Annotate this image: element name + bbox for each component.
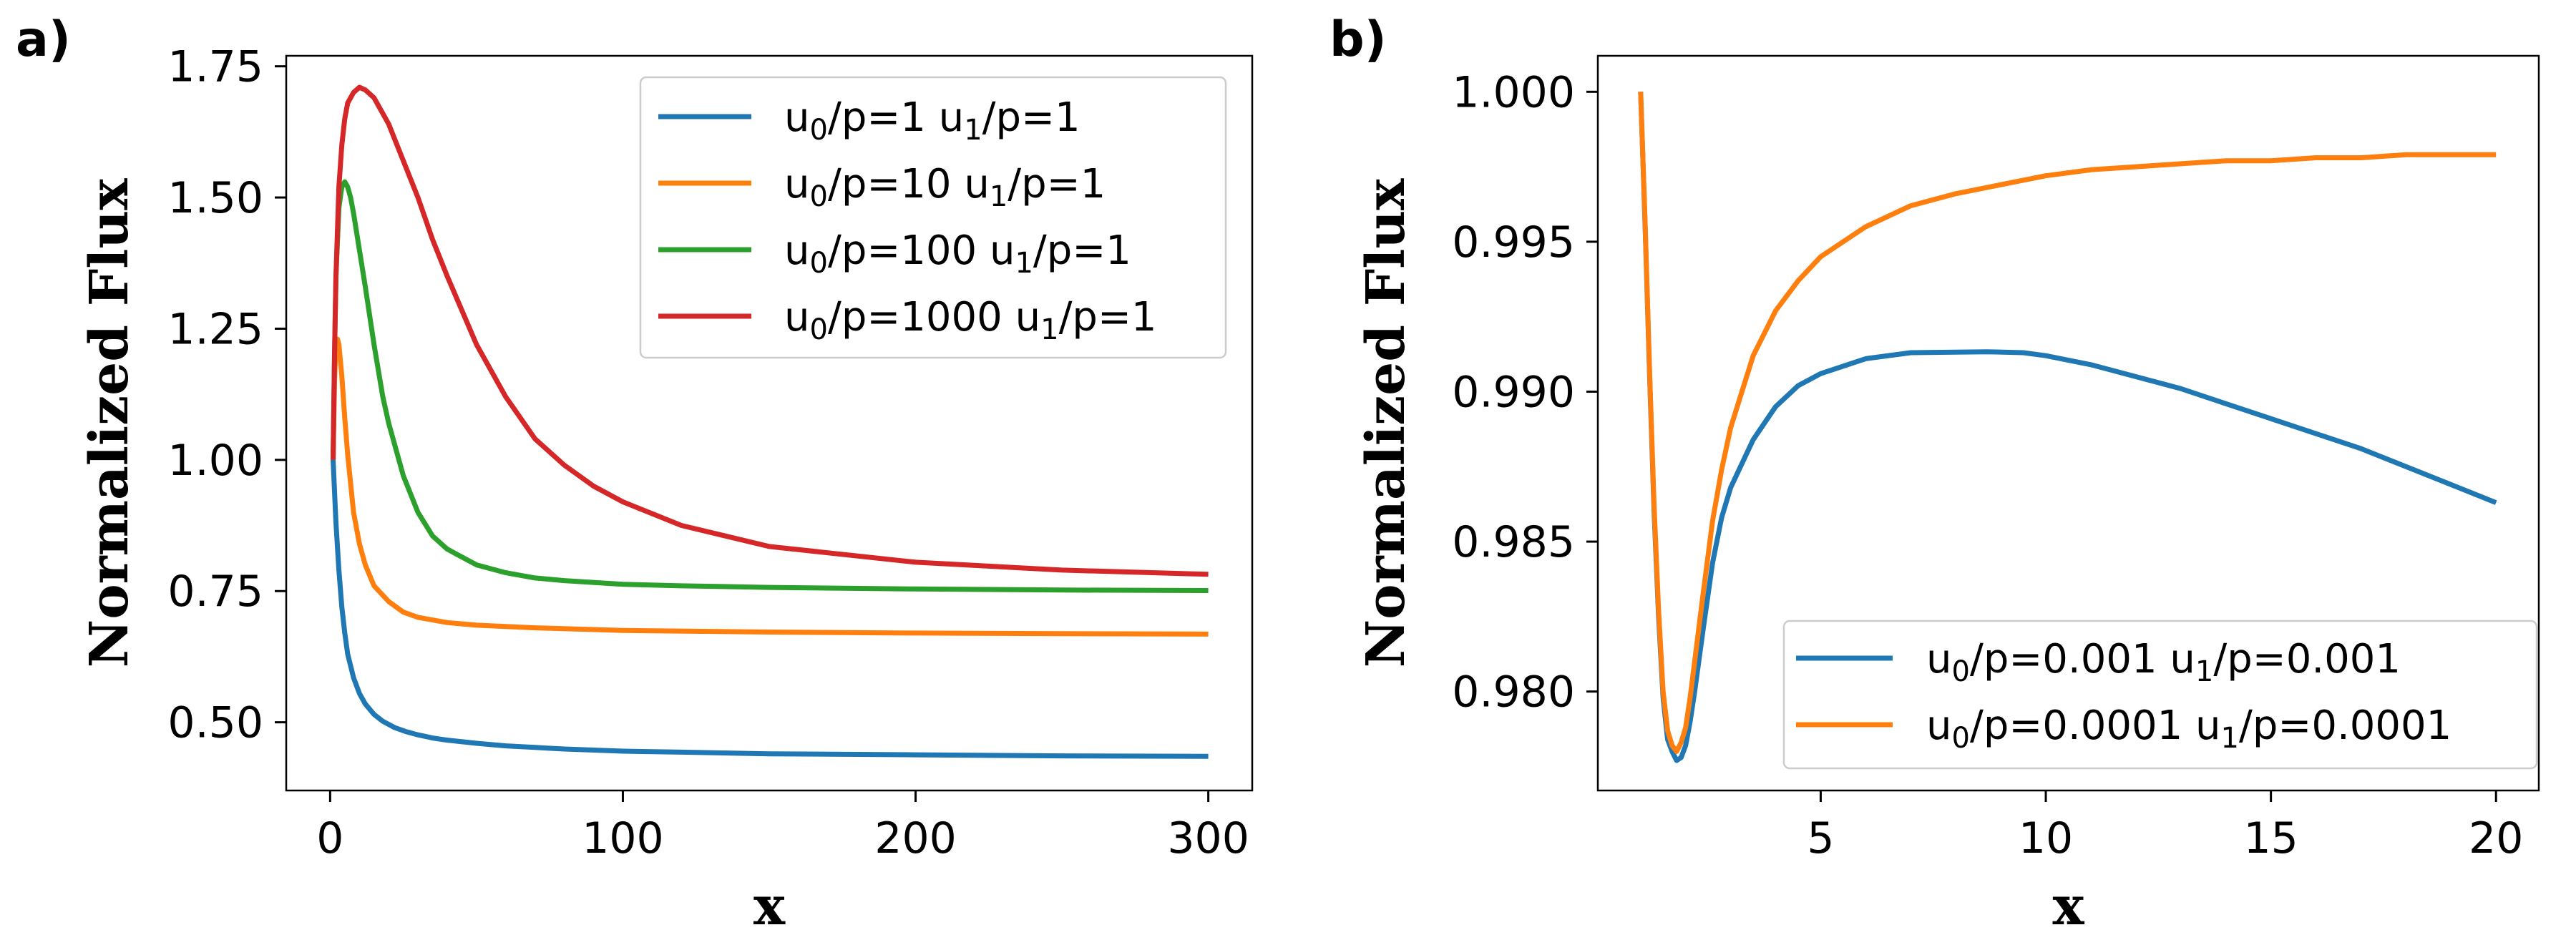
y-tick-label: 1.25 [167, 304, 263, 354]
y-tick-label: 1.00 [167, 436, 263, 486]
series-line-4 [331, 84, 1209, 577]
legend-text-part: /p=1 [1008, 161, 1106, 207]
x-tick-label: 100 [582, 813, 664, 863]
x-tick-label: 20 [2469, 813, 2523, 863]
series-line-2 [331, 336, 1209, 637]
y-tick-label: 0.990 [1452, 367, 1575, 417]
y-tick-label: 0.50 [167, 698, 263, 748]
series-line-2 [1638, 92, 2497, 754]
legend-entry-4: u0/p=1000 u1/p=1 [784, 294, 1157, 346]
panel-label: b) [1330, 11, 1387, 68]
legend: u0/p=1 u1/p=1u0/p=10 u1/p=1u0/p=100 u1/p… [639, 76, 1227, 359]
y-tick-label: 1.50 [167, 173, 263, 223]
legend-subscript: 0 [1952, 722, 1970, 755]
series-group [331, 84, 1209, 759]
y-tick-label: 0.985 [1452, 517, 1575, 567]
legend-subscript: 0 [810, 247, 828, 280]
legend-subscript: 1 [990, 180, 1008, 213]
series-line-1 [1638, 92, 2497, 763]
legend-text-part: /p=1 [1033, 227, 1131, 274]
legend-text-part: u [784, 227, 810, 274]
series-line-3 [331, 179, 1209, 593]
legend-text-part: u [1926, 636, 1952, 682]
legend-entry-3: u0/p=100 u1/p=1 [784, 227, 1131, 280]
legend-entry-2: u0/p=0.0001 u1/p=0.0001 [1926, 703, 2451, 755]
series-line-1 [331, 459, 1209, 759]
legend-entry-1: u0/p=0.001 u1/p=0.001 [1926, 636, 2401, 688]
legend-subscript: 0 [810, 114, 828, 147]
y-tick-label: 0.980 [1452, 667, 1575, 718]
legend-subscript: 1 [1040, 313, 1058, 346]
plot-frame [285, 54, 1254, 792]
legend-text-part: /p=0.0001 u [1970, 703, 2221, 749]
x-axis-title: x [2052, 876, 2084, 930]
legend-subscript: 1 [2195, 655, 2213, 688]
legend-text-part: /p=100 u [828, 227, 1015, 274]
chart-panel-b: b)5 10 15 200.9800.9850.9900.9951.000xNorma… [1330, 11, 2540, 930]
legend-text-part: /p=1 [982, 94, 1080, 141]
legend-frame [1782, 620, 2538, 770]
legend-text-part: /p=0.0001 [2239, 703, 2451, 749]
y-axis-title: Normalized Flux [1355, 178, 1417, 668]
legend-subscript: 1 [1015, 247, 1033, 280]
legend-text-part: /p=1000 u [828, 294, 1040, 341]
y-tick-label: 1.75 [167, 42, 263, 92]
legend-text-part: u [784, 161, 810, 207]
y-tick-label: 0.995 [1452, 217, 1575, 268]
legend-text-part: /p=0.001 u [1970, 636, 2195, 682]
plot-frame [1596, 54, 2540, 792]
x-tick-label: 5 [1807, 813, 1834, 863]
legend-subscript: 1 [964, 114, 982, 147]
legend-text-part: u [1926, 703, 1952, 749]
x-tick-label: 200 [874, 813, 957, 863]
panel-label: a) [16, 11, 71, 68]
y-axis-title: Normalized Flux [79, 178, 140, 668]
legend-entry-1: u0/p=1 u1/p=1 [784, 94, 1080, 147]
legend-text-part: /p=1 u [828, 94, 964, 141]
y-tick-label: 0.75 [167, 567, 263, 617]
legend-frame [639, 76, 1227, 359]
legend-subscript: 0 [1952, 655, 1970, 688]
y-tick-label: 1.000 [1452, 67, 1575, 117]
legend-text-part: /p=0.001 [2213, 636, 2401, 682]
series-group [1638, 92, 2497, 763]
chart-panel-a: a)0 100 200 3000.500.751.001.251.501.75xNor… [16, 11, 1254, 930]
legend-subscript: 0 [810, 313, 828, 346]
x-tick-label: 300 [1167, 813, 1249, 863]
legend-text-part: u [784, 294, 810, 341]
x-tick-label: 15 [2243, 813, 2298, 863]
legend-entry-2: u0/p=10 u1/p=1 [784, 161, 1106, 213]
x-tick-label: 10 [2019, 813, 2073, 863]
legend-text-part: u [784, 94, 810, 141]
legend-text-part: /p=10 u [828, 161, 990, 207]
legend-subscript: 0 [810, 180, 828, 213]
legend-text-part: /p=1 [1059, 294, 1157, 341]
x-axis-title: x [753, 876, 786, 930]
legend-subscript: 1 [2221, 722, 2239, 755]
x-tick-label: 0 [316, 813, 343, 863]
